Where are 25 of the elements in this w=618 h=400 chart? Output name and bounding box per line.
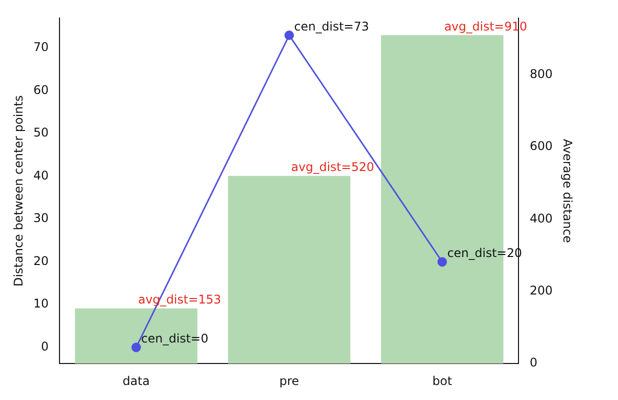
point [437,257,447,267]
y2-axis-title: Average distance [560,138,575,243]
point [131,342,141,352]
point [284,30,294,40]
y2-tick-label: 200 [530,284,553,298]
y2-tick-label: 0 [530,356,538,370]
x-tick-label: pre [279,374,300,388]
bar [228,176,350,364]
y-axis-title: Distance between center points [11,95,26,287]
y-tick-label: 0 [41,339,49,354]
y-tick-label: 60 [33,82,49,97]
data-label: avg_dist=520 [291,160,374,174]
data-label: cen_dist=0 [141,331,208,346]
y2-tick-label: 800 [530,66,553,81]
x-tick-label: data [122,374,150,388]
y-tick-label: 70 [33,40,49,54]
x-tick-label: bot [432,374,452,388]
y-tick-label: 10 [33,296,49,311]
y-tick-label: 40 [33,168,49,182]
y2-tick-label: 600 [530,139,553,154]
y-tick-label: 50 [33,126,49,140]
y2-tick-label: 400 [530,211,553,226]
data-label: cen_dist=73 [294,19,370,34]
y-tick-label: 20 [33,254,49,268]
y-tick-label: 30 [33,211,49,226]
